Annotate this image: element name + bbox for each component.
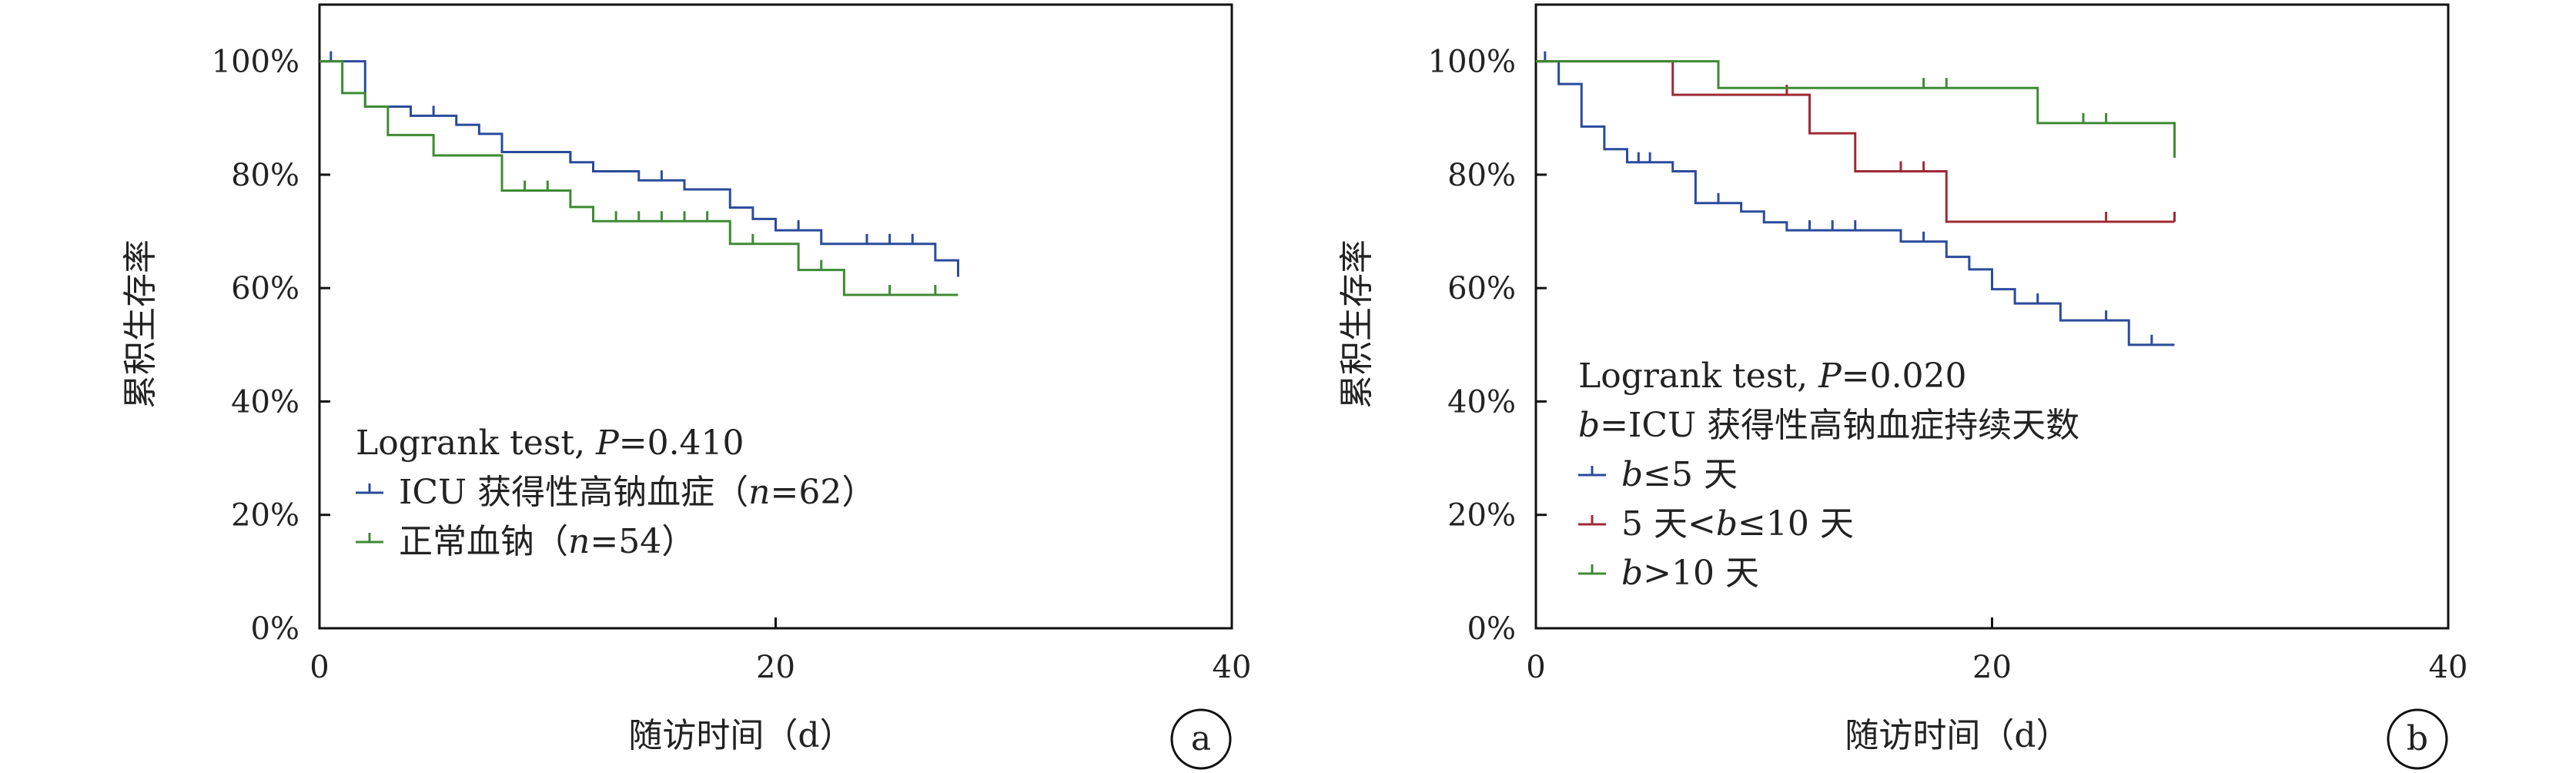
y-tick-label: 20% xyxy=(231,498,299,534)
legend-label: b>10 天 xyxy=(1621,554,1759,593)
survival-line xyxy=(1536,60,2175,346)
x-axis-title: 随访时间（d） xyxy=(628,716,853,755)
y-tick-label: 0% xyxy=(1467,611,1516,647)
y-tick-label: 0% xyxy=(251,611,299,647)
y-tick-label: 60% xyxy=(231,271,299,306)
survival-line xyxy=(1536,60,2175,223)
series-1 xyxy=(319,51,959,277)
y-tick-label: 100% xyxy=(1428,45,1516,80)
legend: Logrank test, P=0.410 ICU 获得性高钠血症（n=62） 正常… xyxy=(356,423,875,561)
x-tick-label: 0 xyxy=(1526,650,1545,685)
x-tick-label: 40 xyxy=(2429,650,2468,685)
legend-subtitle: b=ICU 获得性高钠血症持续天数 xyxy=(1578,406,2079,445)
panel-letter-circle xyxy=(1170,708,1232,770)
legend-title: Logrank test, P=0.020 xyxy=(1578,356,1967,396)
x-tick-label: 0 xyxy=(309,650,329,685)
x-tick-label: 20 xyxy=(1972,650,2012,685)
y-tick-label: 40% xyxy=(1447,384,1516,420)
series-2 xyxy=(319,60,958,296)
series-1 xyxy=(1536,51,2175,346)
series-2 xyxy=(1536,60,2176,223)
panel-letter: a xyxy=(1191,719,1211,758)
legend-label: 5 天<b≤10 天 xyxy=(1621,504,1854,544)
y-tick-label: 40% xyxy=(231,384,299,420)
survival-line xyxy=(319,60,958,296)
y-axis-title: 累积生存率 xyxy=(1337,239,1377,409)
x-tick-label: 40 xyxy=(1213,650,1252,685)
panel-letter-circle xyxy=(2387,708,2448,770)
panel-a-chart: 0% 20% 40% 60% 80% 100% 0 20 40 随访时间（d） 累积生存率 a Logr… xyxy=(121,3,1252,770)
legend-title: Logrank test, P=0.410 xyxy=(356,423,744,463)
x-tick-label: 20 xyxy=(756,650,795,685)
legend-label: ICU 获得性高钠血症（n=62） xyxy=(399,473,875,512)
y-axis-title: 累积生存率 xyxy=(121,239,160,409)
y-tick-label: 20% xyxy=(1447,498,1516,534)
y-tick-label: 100% xyxy=(212,45,299,80)
x-axis-title: 随访时间（d） xyxy=(1845,716,2069,755)
legend-label: b≤5 天 xyxy=(1621,455,1738,494)
y-tick-label: 80% xyxy=(231,158,299,193)
y-tick-label: 60% xyxy=(1447,271,1516,306)
panel-letter: b xyxy=(2407,719,2428,758)
series-3 xyxy=(1536,60,2176,158)
legend: Logrank test, P=0.020 b=ICU 获得性高钠血症持续天数 b≤… xyxy=(1578,356,2079,593)
survival-line xyxy=(319,60,959,277)
panel-b-chart: 0% 20% 40% 60% 80% 100% 0 20 40 随访时间（d） 累积生存率 b Logr… xyxy=(1337,3,2468,770)
survival-line xyxy=(1536,60,2176,158)
legend-label: 正常血钠（n=54） xyxy=(399,522,695,561)
y-tick-label: 80% xyxy=(1447,158,1516,193)
